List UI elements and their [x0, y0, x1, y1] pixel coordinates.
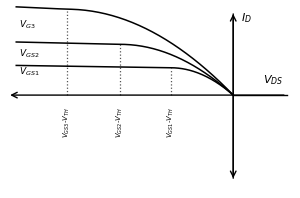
Text: $V_{GS3}$-$V_{TH}$: $V_{GS3}$-$V_{TH}$	[62, 107, 72, 138]
Text: $V_{GS2}$-$V_{TH}$: $V_{GS2}$-$V_{TH}$	[115, 107, 125, 138]
Text: $V_{DS}$: $V_{DS}$	[263, 73, 284, 87]
Text: $V_{G3}$: $V_{G3}$	[19, 19, 36, 31]
Text: $V_{GS2}$: $V_{GS2}$	[19, 48, 40, 60]
Text: $V_{GS1}$-$V_{TH}$: $V_{GS1}$-$V_{TH}$	[166, 107, 176, 138]
Text: $I_D$: $I_D$	[241, 11, 251, 25]
Text: $V_{GS1}$: $V_{GS1}$	[19, 65, 40, 78]
